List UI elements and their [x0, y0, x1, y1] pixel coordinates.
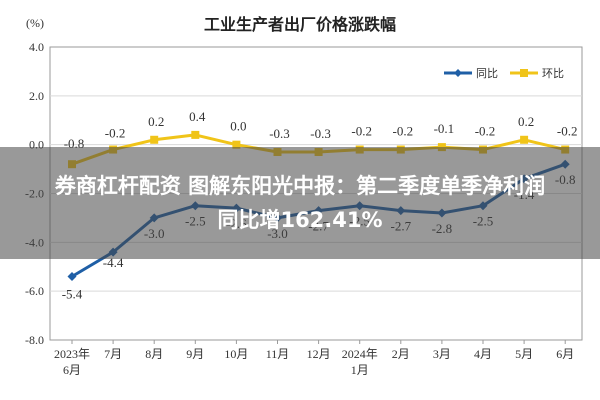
- data-label-mom: -0.3: [310, 126, 331, 141]
- x-tick-label: 4月: [474, 347, 492, 361]
- legend-marker: [520, 69, 528, 77]
- data-label-mom: -0.1: [434, 121, 455, 136]
- data-label-mom: -0.2: [393, 124, 414, 139]
- news-headline-overlay: 券商杠杆配资 图解东阳光中报：第二季度单季净利润 同比增162.41%: [0, 147, 600, 259]
- data-label-mom: 0.0: [230, 119, 246, 134]
- data-label-mom: -0.2: [557, 124, 578, 139]
- chart-title: 工业生产者出厂价格涨跌幅: [204, 15, 396, 34]
- data-label-mom: 0.2: [518, 114, 534, 129]
- y-axis-label: (%): [26, 16, 44, 30]
- data-label-mom: -0.2: [475, 124, 496, 139]
- legend-marker: [454, 69, 462, 77]
- data-point-mom: [150, 135, 159, 144]
- headline-line-1: 券商杠杆配资 图解东阳光中报：第二季度单季净利润: [54, 174, 546, 198]
- x-tick-label: 6月: [556, 347, 574, 361]
- legend-label: 环比: [542, 67, 564, 80]
- x-tick-label: 10月: [224, 347, 248, 361]
- data-point-mom: [520, 135, 529, 144]
- y-tick-label: 4.0: [29, 40, 44, 54]
- x-tick-label: 1月: [351, 363, 369, 377]
- x-tick-label: 2024年: [342, 347, 378, 361]
- headline-line-2: 同比增162.41%: [217, 208, 383, 232]
- data-point-mom: [191, 130, 200, 139]
- x-tick-label: 3月: [433, 347, 451, 361]
- x-tick-label: 11月: [266, 347, 290, 361]
- x-tick-label: 5月: [515, 347, 533, 361]
- x-tick-label: 6月: [63, 363, 81, 377]
- data-label-mom: -0.2: [351, 124, 372, 139]
- y-tick-label: -6.0: [25, 284, 44, 298]
- x-tick-label: 2月: [392, 347, 410, 361]
- x-tick-label: 9月: [186, 347, 204, 361]
- x-tick-label: 12月: [307, 347, 331, 361]
- data-label-mom: 0.4: [189, 109, 206, 124]
- data-label-mom: -0.2: [105, 126, 126, 141]
- legend-label: 同比: [476, 67, 498, 80]
- data-label-mom: -0.3: [269, 126, 290, 141]
- data-label-yoy: -5.4: [62, 287, 83, 302]
- data-point-mom: [232, 140, 241, 149]
- data-point-yoy: [67, 272, 77, 282]
- x-tick-label: 8月: [145, 347, 163, 361]
- x-tick-label: 7月: [104, 347, 122, 361]
- x-tick-label: 2023年: [54, 347, 90, 361]
- data-label-mom: 0.2: [148, 114, 164, 129]
- y-tick-label: -8.0: [25, 333, 44, 347]
- y-tick-label: 2.0: [29, 89, 44, 103]
